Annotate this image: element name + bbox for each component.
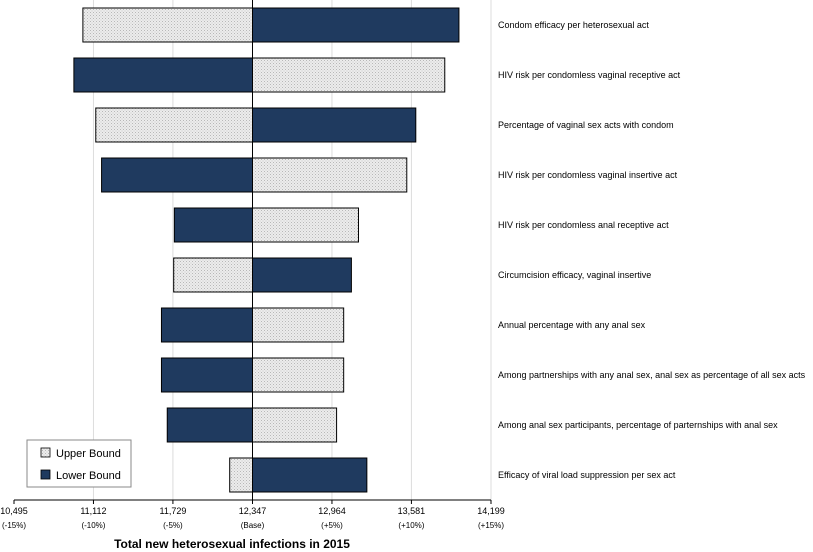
category-label: Annual percentage with any anal sex	[498, 320, 646, 330]
category-labels: Condom efficacy per heterosexual act HIV …	[498, 20, 806, 480]
upper-bound-bar-efficacy-of-viral-load-suppression-per-sex-act	[229, 457, 253, 493]
legend: Upper Bound Lower Bound	[26, 439, 132, 488]
lower-bound-bar-hiv-risk-per-condomless-anal-receptive-act	[173, 207, 253, 243]
x-axis-title: Total new heterosexual infections in 201…	[114, 537, 350, 551]
x-tick-label: 10,495	[0, 506, 28, 516]
lower-bound-bar-percentage-of-vaginal-sex-acts-with-condom	[252, 107, 417, 143]
category-label: Percentage of vaginal sex acts with cond…	[498, 120, 674, 130]
x-tick-label: 13,581	[398, 506, 426, 516]
category-label: HIV risk per condomless anal receptive a…	[498, 220, 669, 230]
upper-bound-bar-hiv-risk-per-condomless-anal-receptive-act	[252, 207, 359, 243]
category-label: Among partnerships with any anal sex, an…	[498, 370, 806, 380]
category-label: HIV risk per condomless vaginal insertiv…	[498, 170, 678, 180]
lower-bound-bar-among-partnerships-with-any-anal-sex-anal-sex-as-percentage-of-all-sex-acts	[160, 357, 254, 393]
x-tick-label: 11,112	[80, 506, 106, 516]
upper-bound-bar-among-partnerships-with-any-anal-sex-anal-sex-as-percentage-of-all-sex-acts	[252, 357, 345, 393]
lower-bound-bar-among-anal-sex-participants-percentage-of-parternships-with-anal-sex	[166, 407, 253, 443]
x-tick-sublabel: (-15%)	[2, 521, 26, 530]
x-tick-sublabel: (+15%)	[478, 521, 504, 530]
upper-bound-bar-hiv-risk-per-condomless-vaginal-receptive-act	[252, 57, 446, 93]
lower-bound-bar-condom-efficacy-per-heterosexual-act	[252, 7, 460, 43]
x-tick-sublabel: (+10%)	[398, 521, 424, 530]
upper-bound-bar-among-anal-sex-participants-percentage-of-parternships-with-anal-sex	[252, 407, 338, 443]
upper-bound-bar-percentage-of-vaginal-sex-acts-with-condom	[95, 107, 254, 143]
x-tick-sublabel: (Base)	[241, 521, 265, 530]
x-tick-label: 12,964	[318, 506, 346, 516]
category-label: Condom efficacy per heterosexual act	[498, 20, 649, 30]
x-tick-sublabel: (-5%)	[163, 521, 183, 530]
bars	[73, 7, 460, 493]
x-tick-label: 11,729	[159, 506, 186, 516]
legend-swatch-upper-bound	[40, 447, 51, 458]
x-tick-sublabel: (+5%)	[321, 521, 343, 530]
category-label: HIV risk per condomless vaginal receptiv…	[498, 70, 681, 80]
legend-swatch-lower-bound	[40, 469, 51, 480]
category-label: Circumcision efficacy, vaginal insertive	[498, 270, 651, 280]
lower-bound-bar-hiv-risk-per-condomless-vaginal-receptive-act	[73, 57, 254, 93]
upper-bound-bar-annual-percentage-with-any-anal-sex	[252, 307, 345, 343]
lower-bound-bar-efficacy-of-viral-load-suppression-per-sex-act	[252, 457, 368, 493]
upper-bound-bar-hiv-risk-per-condomless-vaginal-insertive-act	[252, 157, 408, 193]
lower-bound-bar-annual-percentage-with-any-anal-sex	[160, 307, 254, 343]
x-tick-sublabel: (-10%)	[81, 521, 105, 530]
upper-bound-bar-condom-efficacy-per-heterosexual-act	[82, 7, 253, 43]
lower-bound-bar-circumcision-efficacy-vaginal-insertive	[252, 257, 352, 293]
legend-label-upper-bound: Upper Bound	[56, 448, 121, 460]
category-label: Efficacy of viral load suppression per s…	[498, 470, 676, 480]
category-label: Among anal sex participants, percentage …	[498, 420, 778, 430]
x-tick-label: 14,199	[477, 506, 505, 516]
lower-bound-bar-hiv-risk-per-condomless-vaginal-insertive-act	[101, 157, 254, 193]
x-axis: 10,495 (-15%) 11,112 (-10%) 11,729 (-5%) 12,34…	[0, 0, 505, 530]
upper-bound-bar-circumcision-efficacy-vaginal-insertive	[173, 257, 253, 293]
legend-label-lower-bound: Lower Bound	[56, 470, 121, 482]
x-tick-label: 12,347	[239, 506, 267, 516]
